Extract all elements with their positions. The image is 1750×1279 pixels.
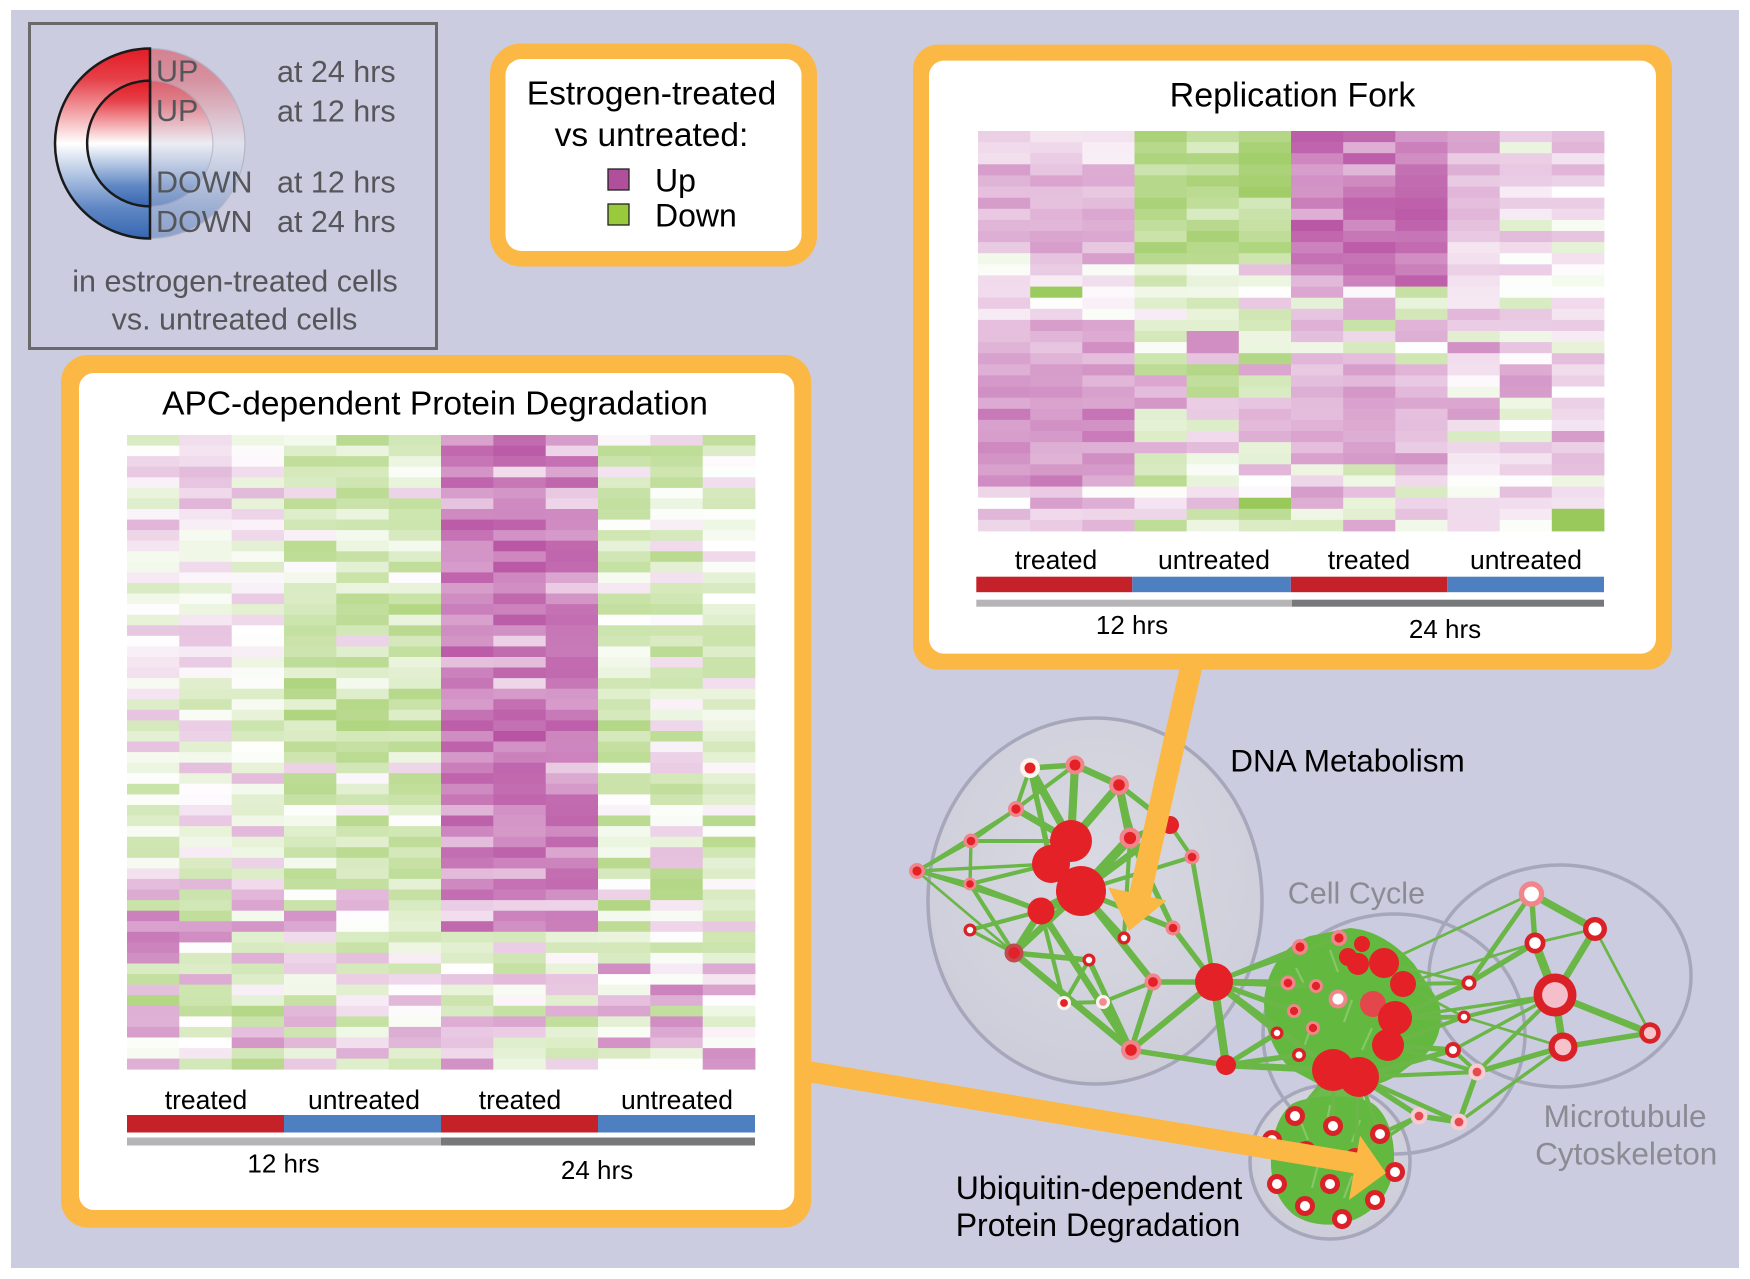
svg-text:UP: UP xyxy=(156,94,198,128)
svg-text:24 hrs: 24 hrs xyxy=(561,1155,633,1185)
svg-text:treated: treated xyxy=(479,1085,562,1115)
svg-text:at 24 hrs: at 24 hrs xyxy=(277,205,396,239)
svg-text:Up: Up xyxy=(655,163,696,199)
svg-text:Down: Down xyxy=(655,197,737,233)
svg-text:APC-dependent Protein Degradat: APC-dependent Protein Degradation xyxy=(162,386,708,423)
svg-text:untreated: untreated xyxy=(1470,545,1582,575)
svg-text:UP: UP xyxy=(156,55,198,89)
svg-text:Cytoskeleton: Cytoskeleton xyxy=(1535,1136,1717,1172)
svg-text:Cell Cycle: Cell Cycle xyxy=(1288,877,1425,911)
svg-text:untreated: untreated xyxy=(308,1085,420,1115)
svg-text:DOWN: DOWN xyxy=(156,205,253,239)
svg-text:in estrogen-treated cells: in estrogen-treated cells xyxy=(72,264,398,298)
svg-text:at 12 hrs: at 12 hrs xyxy=(277,94,396,128)
svg-text:Protein Degradation: Protein Degradation xyxy=(956,1207,1241,1243)
svg-text:at 24 hrs: at 24 hrs xyxy=(277,55,396,89)
svg-text:treated: treated xyxy=(165,1085,248,1115)
svg-text:Ubiquitin-dependent: Ubiquitin-dependent xyxy=(956,1170,1243,1206)
svg-text:Microtubule: Microtubule xyxy=(1544,1098,1707,1134)
svg-text:Replication Fork: Replication Fork xyxy=(1170,76,1417,114)
svg-text:DNA Metabolism: DNA Metabolism xyxy=(1230,742,1465,778)
svg-text:treated: treated xyxy=(1328,545,1411,575)
svg-text:DOWN: DOWN xyxy=(156,166,253,200)
svg-text:vs untreated:: vs untreated: xyxy=(555,117,749,154)
svg-text:12 hrs: 12 hrs xyxy=(1096,610,1168,640)
svg-text:24 hrs: 24 hrs xyxy=(1409,614,1481,644)
svg-text:at 12 hrs: at 12 hrs xyxy=(277,166,396,200)
svg-text:12 hrs: 12 hrs xyxy=(247,1149,319,1179)
svg-text:treated: treated xyxy=(1015,545,1098,575)
svg-text:vs. untreated cells: vs. untreated cells xyxy=(112,302,358,336)
svg-text:untreated: untreated xyxy=(621,1085,733,1115)
svg-text:untreated: untreated xyxy=(1158,545,1270,575)
svg-text:Estrogen-treated: Estrogen-treated xyxy=(527,76,777,113)
